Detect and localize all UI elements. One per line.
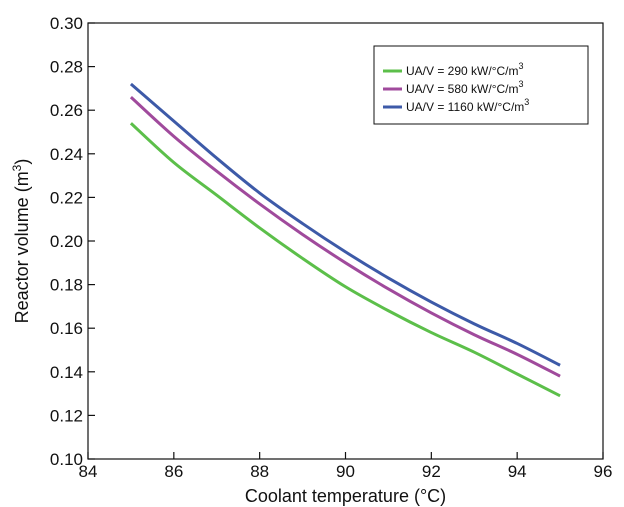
legend-label-3-sup: 3 bbox=[524, 97, 529, 107]
series-layer bbox=[129, 82, 561, 398]
legend-label-2: UA/V = 580 kW/°C/m3 bbox=[406, 79, 524, 96]
y-tick-label: 0.18 bbox=[50, 276, 83, 295]
legend-box bbox=[373, 45, 589, 125]
legend-entry-2: UA/V = 580 kW/°C/m3 bbox=[383, 79, 524, 96]
x-axis-title: Coolant temperature (°C) bbox=[245, 486, 446, 506]
legend-label-3-main: UA/V = 1160 kW/°C/m bbox=[406, 100, 524, 114]
legend: UA/V = 290 kW/°C/m3 UA/V = 580 kW/°C/m3 … bbox=[373, 45, 589, 125]
x-tick-label: 94 bbox=[508, 462, 527, 481]
y-tick-label: 0.26 bbox=[50, 101, 83, 120]
y-tick-label: 0.16 bbox=[50, 319, 83, 338]
y-tick-label: 0.10 bbox=[50, 450, 83, 469]
x-tick-label: 96 bbox=[594, 462, 613, 481]
series-line-1 bbox=[129, 122, 561, 398]
legend-label-2-main: UA/V = 580 kW/°C/m bbox=[406, 82, 519, 96]
y-tick-label: 0.30 bbox=[50, 14, 83, 33]
y-axis-title-main: Reactor volume (m bbox=[12, 171, 32, 323]
legend-label-1: UA/V = 290 kW/°C/m3 bbox=[406, 61, 524, 78]
y-axis-title-sup: 3 bbox=[10, 164, 24, 171]
y-tick-label: 0.12 bbox=[50, 406, 83, 425]
legend-label-1-sup: 3 bbox=[519, 61, 524, 71]
legend-label-1-main: UA/V = 290 kW/°C/m bbox=[406, 64, 519, 78]
y-tick-label: 0.20 bbox=[50, 232, 83, 251]
series-line-3 bbox=[129, 82, 561, 367]
x-tick-label: 84 bbox=[79, 462, 98, 481]
x-tick-label: 90 bbox=[336, 462, 355, 481]
y-tick-label: 0.28 bbox=[50, 58, 83, 77]
legend-label-3: UA/V = 1160 kW/°C/m3 bbox=[406, 97, 529, 114]
series-line-2 bbox=[129, 96, 561, 378]
legend-entry-3: UA/V = 1160 kW/°C/m3 bbox=[383, 97, 529, 114]
legend-entry-1: UA/V = 290 kW/°C/m3 bbox=[383, 61, 524, 78]
y-tick-label: 0.14 bbox=[50, 363, 83, 382]
y-tick-label: 0.24 bbox=[50, 145, 83, 164]
y-tick-label: 0.22 bbox=[50, 188, 83, 207]
y-axis-title: Reactor volume (m3) bbox=[10, 159, 32, 324]
legend-label-2-sup: 3 bbox=[519, 79, 524, 89]
x-tick-label: 86 bbox=[164, 462, 183, 481]
x-tick-label: 92 bbox=[422, 462, 441, 481]
axis-ticks: 84 86 88 90 92 94 96 0.10 0.12 0.14 0.16 0.18 0.20 0.… bbox=[50, 14, 613, 481]
x-tick-label: 88 bbox=[250, 462, 269, 481]
y-axis-title-close: ) bbox=[12, 159, 32, 165]
